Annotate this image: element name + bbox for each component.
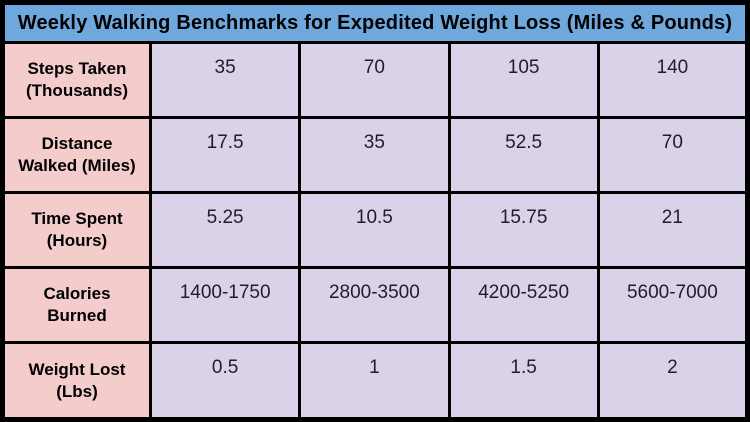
row-header-time: Time Spent (Hours) <box>1 191 152 270</box>
data-cell: 70 <box>596 116 750 195</box>
data-cell: 2800-3500 <box>298 266 451 345</box>
row-header-calories: Calories Burned <box>1 266 152 345</box>
table-row: Time Spent (Hours) 5.25 10.5 15.75 21 <box>1 191 750 270</box>
table-title: Weekly Walking Benchmarks for Expedited … <box>1 1 749 44</box>
data-cell: 21 <box>596 191 750 270</box>
table-row: Distance Walked (Miles) 17.5 35 52.5 70 <box>1 116 750 195</box>
data-cell: 10.5 <box>298 191 451 270</box>
data-cell: 15.75 <box>447 191 600 270</box>
data-cell: 2 <box>596 341 750 421</box>
table-row: Steps Taken (Thousands) 35 70 105 140 <box>1 40 750 120</box>
data-cell: 5.25 <box>148 191 302 270</box>
data-cell: 1400-1750 <box>148 266 302 345</box>
data-cell: 0.5 <box>148 341 302 421</box>
data-cell: 5600-7000 <box>596 266 750 345</box>
data-cell: 105 <box>447 40 600 120</box>
data-cell: 140 <box>596 40 750 120</box>
data-cell: 1 <box>298 341 451 421</box>
data-cell: 35 <box>148 40 302 120</box>
row-header-steps: Steps Taken (Thousands) <box>1 40 152 120</box>
data-cell: 70 <box>298 40 451 120</box>
data-cell: 1.5 <box>447 341 600 421</box>
table-row: Calories Burned 1400-1750 2800-3500 4200… <box>1 266 750 345</box>
data-cell: 17.5 <box>148 116 302 195</box>
data-cell: 52.5 <box>447 116 600 195</box>
table-row: Weight Lost (Lbs) 0.5 1 1.5 2 <box>1 341 750 421</box>
data-cell: 35 <box>298 116 451 195</box>
title-row: Weekly Walking Benchmarks for Expedited … <box>1 1 749 44</box>
data-cell: 4200-5250 <box>447 266 600 345</box>
row-header-distance: Distance Walked (Miles) <box>1 116 152 195</box>
row-header-weight: Weight Lost (Lbs) <box>1 341 152 421</box>
